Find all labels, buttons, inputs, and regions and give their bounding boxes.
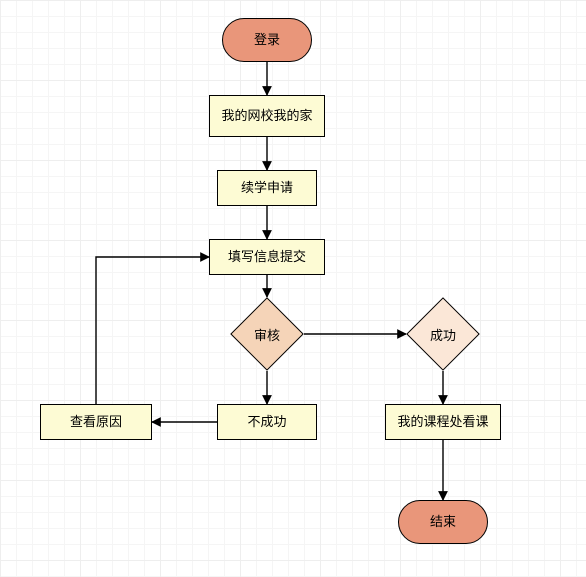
node-n7-process: 不成功: [217, 404, 317, 440]
node-n9-process: 我的课程处看课: [385, 404, 501, 440]
flowchart-canvas: 登录我的网校我的家续学申请填写信息提交审核 成功不成功 查看原因 我的课程处看课结束: [0, 0, 586, 577]
node-n10-terminator: 结束: [398, 500, 488, 544]
node-n5-label: 审核: [241, 308, 293, 360]
background-grid: [0, 0, 586, 577]
node-n2-process: 我的网校我的家: [209, 95, 325, 137]
node-n3-process: 续学申请: [217, 170, 317, 206]
node-n8-process: 查看原因: [40, 404, 152, 440]
node-n6-decision: 成功: [417, 308, 469, 360]
node-n1-terminator: 登录: [222, 18, 312, 62]
node-n4-process: 填写信息提交: [209, 239, 325, 275]
node-n6-label: 成功: [417, 308, 469, 360]
node-n5-decision: 审核: [241, 308, 293, 360]
